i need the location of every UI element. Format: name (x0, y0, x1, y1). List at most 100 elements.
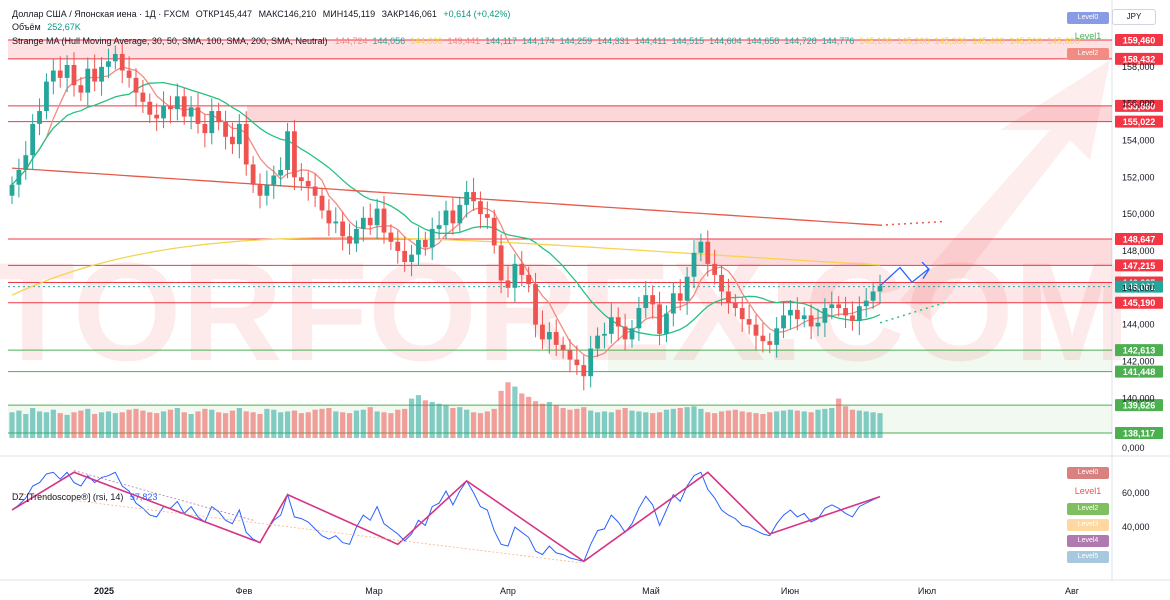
volume-bar-17 (126, 409, 132, 438)
ma-value-14: 145,100 (859, 36, 892, 46)
volume-bar-46 (326, 408, 332, 438)
candle-6 (50, 59, 56, 95)
candle-41 (292, 120, 297, 191)
volume-bar-48 (340, 412, 346, 438)
level-tag-bg-9 (1115, 344, 1163, 357)
candle-38 (271, 165, 277, 199)
currency-badge[interactable]: JPY (1112, 9, 1156, 25)
volume-bar-35 (250, 412, 256, 438)
candle-93 (650, 285, 656, 319)
high-value: МАКС146,210 (258, 9, 317, 19)
candle-20 (147, 93, 153, 123)
volume-bar-98 (684, 407, 690, 438)
volume-bar-56 (395, 409, 401, 438)
candle-75 (526, 266, 532, 293)
rsi-label[interactable]: DZ [Trendoscope®] (rsi, 14) (12, 492, 124, 502)
volume-bar-33 (236, 408, 242, 438)
level-tag-5: 147,215 (1123, 261, 1156, 271)
volume-bar-24 (174, 408, 180, 438)
x-label-4: Май (642, 586, 660, 596)
candle-115 (801, 307, 807, 328)
volume-bar-75 (526, 396, 532, 438)
volume-bar-41 (291, 410, 298, 438)
candle-28 (202, 114, 208, 148)
volume-bar-90 (629, 410, 635, 438)
volume-bar-11 (85, 408, 91, 438)
rsi-line (11, 471, 881, 562)
volume-bar-42 (298, 413, 304, 438)
volume-bar-74 (519, 393, 525, 438)
candle-121 (843, 296, 848, 329)
level-tag-7: 146,061 (1123, 282, 1156, 292)
rsi-legend-level3: Level3 (1067, 519, 1109, 531)
volume-bar-100 (698, 408, 704, 438)
volume-bar-79 (553, 405, 559, 438)
volume-bar-102 (712, 413, 718, 438)
forecast-arrowhead (921, 261, 930, 279)
candle-68 (478, 191, 483, 229)
candle-39 (278, 157, 284, 187)
ma-value-5: 144,174 (522, 36, 555, 46)
level-tag-3: 155,022 (1123, 117, 1156, 127)
open-value: ОТКР145,447 (195, 9, 253, 19)
instrument-title[interactable]: Доллар США / Японская иена · 1Д · FXCM (12, 9, 190, 19)
candle-21 (154, 103, 160, 132)
x-label-2: Мар (365, 586, 383, 596)
y-tick-6: 146,000 (1122, 283, 1155, 293)
rsi-trendline-2 (73, 470, 254, 521)
y-tick-5: 148,000 (1122, 246, 1155, 256)
volume-bar-94 (656, 412, 663, 438)
volume-bar-45 (319, 408, 325, 438)
ma-value-8: 144,411 (634, 36, 667, 46)
rsi-trendline (11, 492, 584, 564)
volume-bar-13 (98, 412, 105, 438)
candle-14 (106, 48, 111, 79)
volume-bar-44 (312, 409, 318, 438)
ma-value-13: 144,776 (821, 36, 855, 46)
candle-119 (829, 291, 835, 320)
candle-8 (64, 55, 70, 93)
level-tag-bg-4 (1115, 233, 1163, 246)
volume-bar-30 (216, 412, 222, 438)
candle-117 (815, 308, 821, 337)
volume-bar-109 (760, 414, 766, 438)
ma-label[interactable]: Strange MA (Hull Moving Average, 30, 50,… (12, 36, 328, 46)
candle-81 (567, 339, 573, 373)
candle-31 (223, 110, 228, 150)
level-tag-bg-10 (1115, 365, 1163, 378)
volume-bar-26 (188, 414, 194, 438)
volume-bar-9 (71, 412, 77, 438)
candle-10 (78, 76, 84, 101)
candle-56 (395, 230, 401, 264)
candle-104 (726, 278, 731, 314)
candle-116 (808, 304, 814, 340)
volume-bar-16 (119, 412, 125, 438)
ma-value-7: 144,331 (597, 36, 630, 46)
zone-5 (8, 405, 1112, 433)
level-tag-bg-1 (1115, 52, 1163, 65)
volume-bar-31 (222, 413, 229, 438)
ma-value-3: 149,441 (447, 36, 481, 46)
zone-3 (778, 282, 1112, 303)
candle-0 (9, 176, 15, 205)
candle-97 (677, 279, 683, 311)
volume-bar-22 (160, 411, 167, 438)
main-legend-level1: Level1 (1074, 31, 1102, 41)
volume-label[interactable]: Объём (12, 22, 41, 32)
volume-bar-34 (243, 411, 249, 438)
volume-bar-80 (560, 408, 566, 438)
candle-25 (181, 88, 187, 125)
candle-109 (760, 322, 766, 353)
level-tag-bg-3 (1115, 115, 1163, 128)
zone-2 (695, 239, 1112, 266)
volume-bar-64 (450, 408, 456, 438)
level-tag-bg-2 (1115, 99, 1163, 112)
volume-bar-104 (725, 410, 732, 438)
level-tag-11: 139,626 (1123, 401, 1156, 411)
candle-69 (484, 201, 490, 230)
volume-bar-14 (105, 411, 112, 438)
rsi-tick-0: 60,000 (1122, 488, 1150, 498)
volume-bar-77 (539, 403, 546, 438)
candle-7 (57, 56, 63, 88)
ma-values: 144,724 144,056 144,000 149,441 144,117 144,1… (335, 36, 1085, 46)
